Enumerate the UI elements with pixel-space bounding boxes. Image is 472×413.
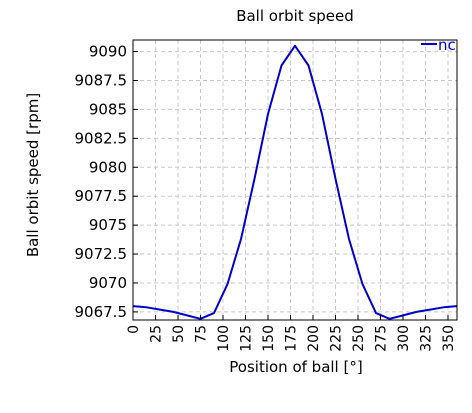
y-tick-label: 9077.5 bbox=[75, 187, 128, 205]
y-tick-label: 9082.5 bbox=[75, 129, 128, 147]
x-tick-label: 200 bbox=[306, 325, 322, 352]
x-tick-label: 225 bbox=[329, 325, 345, 352]
legend-label-nc: nc bbox=[438, 36, 456, 54]
y-tick-label: 9075 bbox=[89, 216, 127, 234]
y-tick-label: 9070 bbox=[89, 274, 127, 292]
x-tick-label: 25 bbox=[149, 325, 165, 343]
y-tick-label: 9072.5 bbox=[75, 245, 128, 263]
y-axis-label: Ball orbit speed [rpm] bbox=[24, 93, 42, 257]
x-axis-label: Position of ball [°] bbox=[229, 358, 362, 376]
y-tick-label: 9090 bbox=[89, 43, 127, 61]
x-tick-label: 250 bbox=[351, 325, 367, 352]
x-tick-label: 150 bbox=[261, 325, 277, 352]
x-tick-label: 300 bbox=[396, 325, 412, 352]
y-tick-label: 9067.5 bbox=[75, 303, 128, 321]
x-tick-label: 325 bbox=[419, 325, 435, 352]
y-tick-label: 9087.5 bbox=[75, 71, 128, 89]
x-tick-label: 100 bbox=[216, 325, 232, 352]
series-line-nc bbox=[132, 44, 458, 320]
series-layer bbox=[132, 44, 458, 320]
chart-title: Ball orbit speed bbox=[236, 7, 354, 25]
x-axis-ticks: 0 25 50 75 100 125 150 175 200 225 250 275 300 325 350 bbox=[126, 315, 457, 352]
x-tick-label: 50 bbox=[171, 325, 187, 343]
x-tick-label: 125 bbox=[239, 325, 255, 352]
x-tick-label: 275 bbox=[374, 325, 390, 352]
y-axis-ticks: 9067.5 9070 9072.5 9075 9077.5 9080 9082.5 9085… bbox=[75, 43, 138, 321]
y-tick-label: 9080 bbox=[89, 158, 127, 176]
grid-lines bbox=[132, 40, 457, 320]
x-tick-label: 0 bbox=[126, 325, 142, 334]
legend: nc bbox=[421, 36, 456, 54]
y-tick-label: 9085 bbox=[89, 100, 127, 118]
x-tick-label: 175 bbox=[284, 325, 300, 352]
x-tick-label: 350 bbox=[441, 325, 457, 352]
x-tick-label: 75 bbox=[194, 325, 210, 343]
plot-frame bbox=[132, 39, 458, 321]
